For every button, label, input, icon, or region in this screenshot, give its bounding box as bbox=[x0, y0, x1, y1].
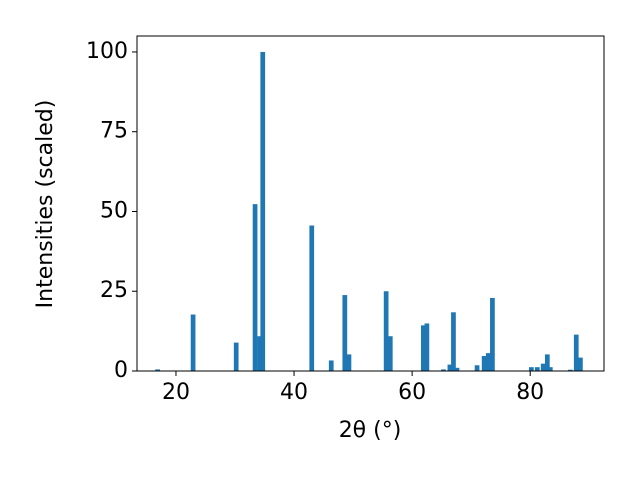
bar bbox=[309, 225, 315, 371]
bar bbox=[424, 323, 430, 371]
bar bbox=[155, 369, 161, 371]
bar bbox=[451, 312, 456, 371]
bar bbox=[447, 364, 453, 371]
plot-frame bbox=[136, 35, 605, 372]
bar bbox=[454, 367, 460, 371]
bar bbox=[567, 369, 573, 371]
bar bbox=[260, 51, 266, 371]
bar bbox=[252, 204, 258, 371]
bar bbox=[257, 336, 263, 371]
bar bbox=[420, 325, 426, 371]
bar bbox=[540, 363, 546, 371]
bar bbox=[547, 367, 553, 371]
x-tick-label: 40 bbox=[280, 380, 308, 405]
y-tick-label: 50 bbox=[100, 198, 128, 223]
y-tick-label: 100 bbox=[86, 39, 128, 64]
bar bbox=[328, 360, 334, 371]
bar bbox=[346, 354, 352, 371]
bar bbox=[534, 367, 540, 371]
bar bbox=[529, 367, 534, 371]
x-tick-label: 20 bbox=[162, 380, 190, 405]
bar bbox=[441, 369, 446, 371]
x-tick-label: 80 bbox=[516, 380, 544, 405]
bar bbox=[485, 353, 491, 371]
bar bbox=[383, 291, 389, 371]
x-axis-label: 2θ (°) bbox=[339, 418, 402, 443]
bar bbox=[573, 334, 579, 371]
bar bbox=[387, 336, 393, 371]
x-tick-label: 60 bbox=[398, 380, 426, 405]
bar bbox=[190, 314, 196, 371]
bar bbox=[481, 356, 487, 371]
bar bbox=[544, 354, 550, 371]
bar bbox=[490, 297, 495, 371]
y-axis-label: Intensities (scaled) bbox=[33, 100, 58, 309]
bar bbox=[578, 357, 583, 371]
y-tick-label: 0 bbox=[114, 358, 128, 383]
bar bbox=[233, 342, 239, 371]
y-tick-label: 25 bbox=[100, 278, 128, 303]
bar bbox=[342, 295, 348, 371]
y-tick-label: 75 bbox=[100, 119, 128, 144]
bar bbox=[474, 365, 480, 371]
